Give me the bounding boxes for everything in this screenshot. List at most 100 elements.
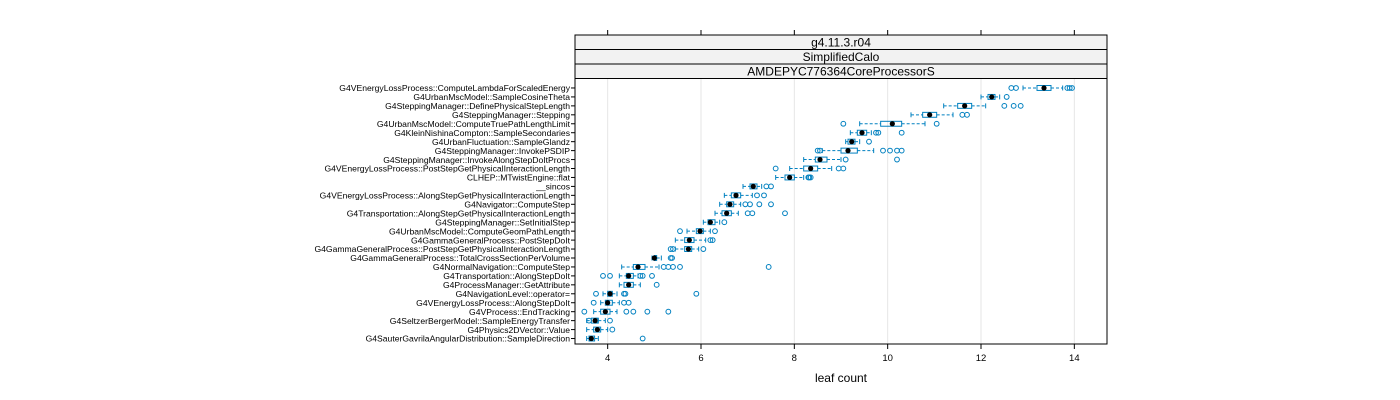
outlier-point <box>765 264 772 270</box>
outlier-point <box>622 290 629 297</box>
outlier-point <box>621 299 627 306</box>
category-label: G4UrbanMscModel::ComputeGeomPathLength <box>389 226 570 236</box>
category-label: G4KleinNishinaCompton::SampleSecondaries <box>394 128 570 138</box>
category-label: G4VEnergyLossProcess::AlongStepDoIt <box>416 298 570 308</box>
x-tick-label: 6 <box>698 353 703 364</box>
outlier-point <box>607 317 613 324</box>
box <box>814 156 828 163</box>
strip-label: g4.11.3.r04 <box>811 36 871 50</box>
x-tick-label: 10 <box>882 353 893 364</box>
outlier-point <box>761 192 767 199</box>
outlier-point <box>747 201 753 208</box>
outlier-point <box>817 147 823 154</box>
box <box>880 120 903 127</box>
median-dot <box>989 94 995 100</box>
outlier-point <box>677 264 683 270</box>
outlier-point <box>842 156 849 163</box>
outlier-point <box>1010 102 1017 109</box>
outlier-point <box>709 237 716 243</box>
box <box>632 263 646 270</box>
category-label: G4VEnergyLossProcess::AlongStepGetPhysic… <box>320 191 571 201</box>
outlier-point <box>1017 102 1024 109</box>
outlier-point <box>712 228 718 235</box>
median-dot <box>724 210 730 216</box>
category-label: G4NavigationLevel::operator= <box>456 289 570 299</box>
outlier-point <box>1008 85 1015 91</box>
outlier-point <box>639 272 646 279</box>
outlier-point <box>600 272 606 279</box>
category-labels: G4VEnergyLossProcess::ComputeLambdaForSc… <box>314 83 570 344</box>
median-dot <box>859 130 865 136</box>
x-axis-label: leaf count <box>815 371 868 385</box>
outlier-point <box>807 174 814 181</box>
median-dot <box>845 148 851 154</box>
outlier-point <box>669 255 675 261</box>
median-dot <box>733 192 739 198</box>
x-tick-label: 14 <box>1069 353 1080 364</box>
outlier-point <box>665 308 672 315</box>
outlier-point <box>653 281 660 288</box>
category-label: G4VEnergyLossProcess::PostStepGetPhysica… <box>324 164 570 174</box>
category-label: G4VProcess::EndTracking <box>469 307 570 317</box>
median-dot <box>626 273 632 279</box>
median-dot <box>927 112 933 118</box>
category-label: G4UrbanFluctuation::SampleGlandz <box>432 137 570 147</box>
median-dot <box>607 291 613 297</box>
outlier-point <box>581 308 588 315</box>
category-label: G4SeltzerBergerModel::SampleEnergyTransf… <box>390 316 570 326</box>
outlier-point <box>1003 94 1010 100</box>
outlier-point <box>607 272 613 279</box>
median-dot <box>707 219 713 225</box>
outlier-point <box>964 111 970 118</box>
category-label: G4SteppingManager::InvokePSDIP <box>435 146 570 156</box>
median-dot <box>594 326 601 333</box>
median-dot <box>626 282 632 288</box>
outlier-point <box>660 264 667 270</box>
median-dot <box>602 309 608 315</box>
grid-lines <box>607 78 1075 344</box>
x-tick-label: 4 <box>605 353 610 364</box>
outlier-point <box>763 183 770 190</box>
outlier-point <box>768 201 774 208</box>
category-label: G4SteppingManager::DefinePhysicalStepLen… <box>385 101 570 111</box>
outlier-point <box>593 290 599 297</box>
median-dot <box>849 139 855 145</box>
outlier-point <box>814 147 821 154</box>
median-dot <box>808 165 814 172</box>
outlier-point <box>665 264 672 270</box>
outlier-point <box>721 219 728 226</box>
outlier-point <box>835 165 842 172</box>
outlier-point <box>959 111 966 118</box>
outlier-point <box>840 120 847 127</box>
median-dot <box>750 183 756 190</box>
median-dot <box>1041 85 1047 91</box>
outlier-point <box>667 246 674 252</box>
category-label: G4GammaGeneralProcess::PostStepDoIt <box>411 235 571 245</box>
category-label: G4GammaGeneralProcess::PostStepGetPhysic… <box>314 244 570 254</box>
category-label: G4UrbanMscModel::SampleCosineTheta <box>413 92 570 102</box>
outlier-point <box>772 165 779 172</box>
outlier-point <box>754 192 760 199</box>
outlier-point <box>898 147 905 154</box>
outlier-point <box>782 210 788 217</box>
outlier-point <box>649 272 655 279</box>
category-label: G4SauterGavrilaAngularDistribution::Samp… <box>366 334 571 344</box>
outlier-point <box>670 264 676 270</box>
category-label: G4Physics2DVector::Value <box>467 325 570 335</box>
category-label: G4VEnergyLossProcess::ComputeLambdaForSc… <box>339 83 570 93</box>
median-dot <box>651 255 657 261</box>
outlier-point <box>875 129 882 136</box>
outlier-point <box>637 272 644 279</box>
box <box>840 147 858 154</box>
outlier-point <box>742 201 749 208</box>
median-dot <box>685 246 692 252</box>
outlier-point <box>933 120 940 127</box>
outlier-point <box>623 308 630 315</box>
outlier-point <box>1066 85 1073 91</box>
outlier-point <box>677 228 683 235</box>
median-dot <box>962 103 968 109</box>
median-dot <box>727 201 733 207</box>
category-label: G4SteppingManager::Stepping <box>452 110 570 120</box>
outlier-point <box>749 210 756 217</box>
outlier-point <box>866 138 872 145</box>
